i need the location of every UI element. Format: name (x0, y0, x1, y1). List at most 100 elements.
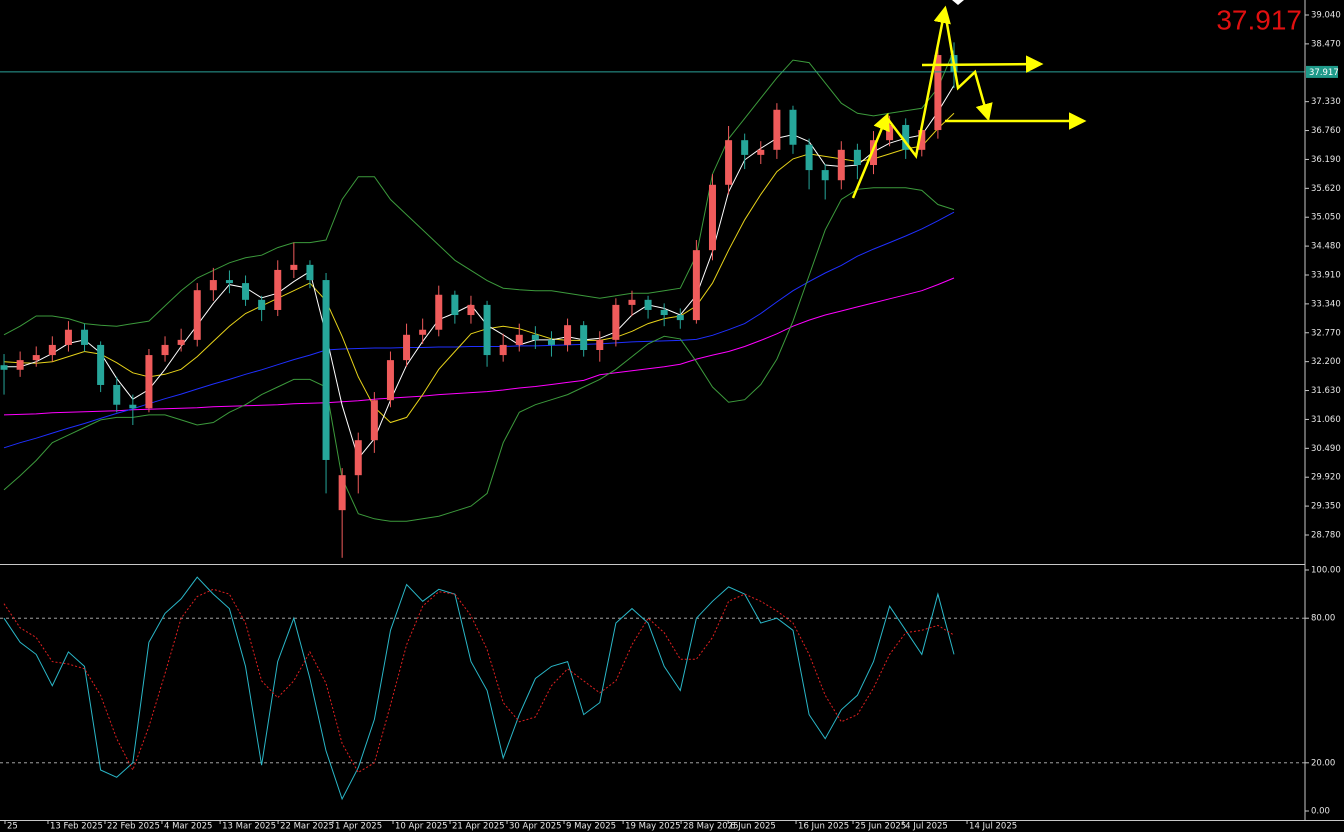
candle-body (242, 283, 250, 300)
candle-body (515, 334, 523, 345)
annotation-marker (952, 0, 964, 5)
y-tick-label: 100.00 (1311, 566, 1341, 576)
y-tick-label: 36.760 (1311, 126, 1341, 136)
y-tick-label: 30.490 (1311, 444, 1341, 454)
y-tick-label: 31.060 (1311, 415, 1341, 425)
candle-body (403, 334, 411, 361)
candle-body (805, 144, 813, 171)
indicator-line (3, 576, 955, 801)
candle-body (596, 339, 604, 351)
candle-body (32, 355, 40, 361)
indicator-line (3, 187, 955, 522)
candle-body (531, 334, 539, 340)
candle-body (789, 109, 797, 145)
candle-body (0, 365, 8, 370)
candle-body (419, 329, 427, 335)
x-tick-label: 21 Apr 2025 (452, 822, 505, 832)
y-tick-label: 29.350 (1311, 502, 1341, 512)
y-tick-label: 36.190 (1311, 155, 1341, 165)
y-tick-label: 0.00 (1311, 807, 1330, 817)
current-price-label: 37.917 (1309, 68, 1339, 78)
candle-body (483, 304, 491, 356)
annotation-drawing (851, 5, 1087, 199)
x-tick-label: 9 May 2025 (566, 822, 616, 832)
candle-body (274, 269, 282, 310)
annotation-arrow (943, 11, 993, 122)
candle-body (628, 299, 636, 305)
y-tick-label: 32.200 (1311, 357, 1341, 367)
candle-body (113, 384, 121, 405)
candle-body (81, 329, 89, 345)
x-tick-label: 4 Jul 2025 (905, 822, 948, 832)
x-tick-label: 6 Jun 2025 (730, 822, 776, 832)
candle-body (692, 250, 700, 321)
x-tick-label: 16 Jun 2025 (798, 822, 849, 832)
annotation-arrow (851, 112, 890, 199)
indicator-line (3, 588, 955, 774)
plot-layers (0, 42, 1305, 801)
annotation-arrow (921, 55, 1044, 73)
candle-body (773, 109, 781, 150)
candle-body (869, 140, 877, 166)
x-tick-label: 19 May 2025 (625, 822, 680, 832)
candle-body (886, 124, 894, 141)
candle-body (370, 400, 378, 441)
current-price-box (1306, 65, 1338, 78)
candle-body (435, 294, 443, 330)
candle-body (97, 344, 105, 385)
y-tick-label: 20.00 (1311, 758, 1335, 768)
x-tick-label: 1 Apr 2025 (335, 822, 382, 832)
x-tick-label: 25 Jun 2025 (855, 822, 906, 832)
y-tick-label: 34.480 (1311, 242, 1341, 252)
candle-body (209, 280, 217, 291)
indicator-line (3, 277, 955, 416)
y-tick-label: 28.780 (1311, 530, 1341, 540)
y-tick-label: 80.00 (1311, 614, 1335, 624)
x-tick-label: 28 May 2025 (683, 822, 738, 832)
indicator-line (3, 211, 955, 449)
x-tick-label: 30 Apr 2025 (509, 822, 562, 832)
y-tick-label: 38.470 (1311, 39, 1341, 49)
candle-body (225, 280, 233, 284)
candle-body (853, 149, 861, 166)
candle-body (129, 404, 137, 409)
candle-body (161, 344, 169, 356)
candle-body (564, 325, 572, 345)
candle-body (290, 264, 298, 270)
candle-body (708, 184, 716, 251)
candle-body (902, 124, 910, 150)
candle-body (322, 280, 330, 460)
candle-body (145, 355, 153, 409)
candle-body (467, 304, 475, 316)
x-tick-label: 10 Apr 2025 (395, 822, 448, 832)
y-tick-label: 35.050 (1311, 213, 1341, 223)
annotation-arrow (886, 5, 951, 159)
candle-body (612, 304, 620, 340)
candle-body (741, 140, 749, 155)
candle-body (48, 344, 56, 356)
x-tick-label: 22 Feb 2025 (107, 822, 160, 832)
candle-body (918, 130, 926, 150)
y-tick-label: 35.620 (1311, 184, 1341, 194)
candle-body (644, 299, 652, 310)
candle-body (499, 344, 507, 356)
x-tick-label: 13 Mar 2025 (222, 822, 276, 832)
candle-body (64, 329, 72, 345)
candle-body (386, 360, 394, 401)
y-tick-label: 29.920 (1311, 473, 1341, 483)
candle-body (177, 339, 185, 345)
candle-body (821, 170, 829, 181)
candle-body (676, 315, 684, 321)
candle-body (547, 339, 555, 345)
candle-body (16, 360, 24, 370)
candle-body (338, 475, 346, 511)
candle-body (725, 140, 733, 185)
candle-body (660, 309, 668, 316)
y-tick-label: 32.770 (1311, 328, 1341, 338)
candle-body (258, 299, 266, 310)
current-price-big: 37.917 (1216, 4, 1302, 35)
candle-body (306, 264, 314, 281)
y-tick-label: 39.040 (1311, 11, 1341, 21)
candle-body (757, 149, 765, 155)
